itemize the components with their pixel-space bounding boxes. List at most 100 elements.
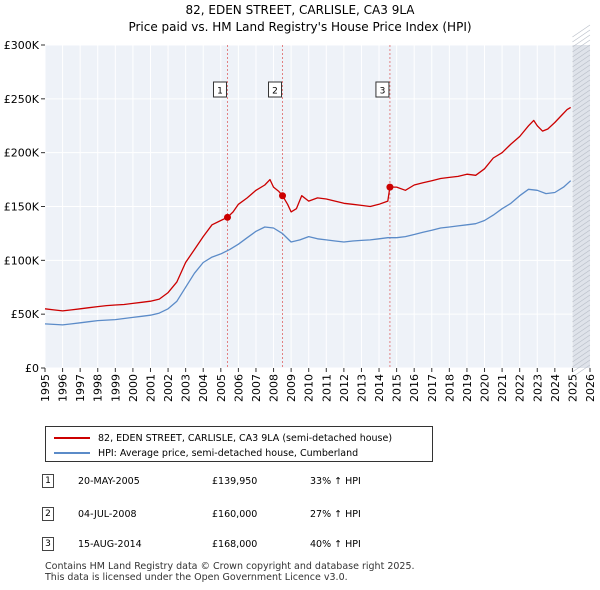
x-tick-label: 1995 (39, 374, 52, 402)
hatch-line (572, 249, 591, 263)
hatch-line (572, 234, 591, 248)
transaction-label-text: 1 (217, 87, 223, 97)
hatch-line (572, 309, 591, 323)
legend: 82, EDEN STREET, CARLISLE, CA3 9LA (semi… (45, 426, 433, 462)
hatch-line (572, 189, 591, 203)
transaction-label-text: 2 (272, 87, 278, 97)
x-tick-label: 2020 (479, 374, 492, 402)
series-line-property (44, 106, 572, 312)
transaction-label-box (212, 81, 227, 98)
hatch-line (572, 229, 591, 243)
series-line-hpi (44, 180, 572, 326)
hatch-line (572, 134, 591, 148)
x-tick-label: 2001 (144, 374, 157, 402)
hatch-line (572, 164, 591, 178)
x-tick-label: 2019 (461, 374, 474, 402)
legend-swatch-hpi (54, 452, 90, 454)
y-tick-label: £300K (4, 39, 40, 52)
series-lines (44, 106, 572, 326)
hatch-line (572, 344, 591, 358)
footer-line-licence: This data is licensed under the Open Gov… (45, 572, 348, 583)
chart-title: 82, EDEN STREET, CARLISLE, CA3 9LA (185, 3, 415, 17)
hatch-line (572, 34, 591, 48)
footer-line-copyright: Contains HM Land Registry data © Crown c… (45, 561, 415, 572)
hatch-line (572, 294, 591, 308)
x-tick-label: 2026 (584, 374, 597, 402)
y-tick-label: £0 (25, 362, 39, 375)
hatch-line (572, 24, 591, 38)
x-tick-label: 2017 (426, 374, 439, 402)
hatch-line (572, 284, 591, 298)
x-tick-label: 2002 (162, 374, 175, 402)
legend-item-property: 82, EDEN STREET, CARLISLE, CA3 9LA (semi… (54, 431, 392, 445)
hatch-line (572, 264, 591, 278)
x-tick-label: 2011 (320, 374, 333, 402)
legend-swatch-property (54, 437, 90, 439)
transaction-label-box (375, 81, 390, 98)
hatch-line (572, 329, 591, 343)
transaction-point (279, 192, 287, 200)
hatch-line (572, 254, 591, 268)
x-tick-label: 1996 (57, 374, 70, 402)
hatch-line (572, 144, 591, 158)
hatch-line (572, 224, 591, 238)
hatch-line (572, 339, 591, 353)
hatch-line (572, 59, 591, 73)
x-tick-label: 2021 (496, 374, 509, 402)
x-tick-label: 2014 (373, 374, 386, 402)
transaction-number: 2 (42, 507, 54, 521)
hatch-line (572, 39, 591, 53)
x-axis-ticks: 1995 1996 1997 1998 1999 2000 2001 2002 2003 2004… (39, 368, 597, 402)
grid-lines (44, 44, 591, 369)
hatch-line (572, 154, 591, 168)
y-tick-label: £50K (11, 308, 40, 321)
y-tick-label: £250K (4, 93, 40, 106)
hatch-line (572, 114, 591, 128)
transaction-date: 20-MAY-2005 (78, 475, 140, 487)
hatch-line (572, 199, 591, 213)
x-tick-label: 2009 (285, 374, 298, 402)
x-tick-label: 2016 (408, 374, 421, 402)
x-tick-label: 2006 (232, 374, 245, 402)
hatch-line (572, 29, 591, 43)
x-tick-label: 2022 (514, 374, 527, 402)
hatch-line (572, 169, 591, 183)
chart-subtitle: Price paid vs. HM Land Registry's House … (128, 20, 471, 34)
hatch-line (572, 174, 591, 188)
x-tick-label: 2018 (443, 374, 456, 402)
y-tick-label: £150K (4, 201, 40, 214)
x-tick-label: 2000 (127, 374, 140, 402)
transaction-price: £168,000 (212, 538, 258, 550)
transaction-hpi-change: 27% ↑ HPI (310, 508, 361, 520)
hatch-line (572, 359, 591, 373)
hatch-line (572, 204, 591, 218)
future-shade-area (572, 45, 590, 368)
hatch-line (572, 69, 591, 83)
hatch-line (572, 289, 591, 303)
hatch-line (572, 279, 591, 293)
x-tick-label: 2024 (549, 374, 562, 402)
hatch-line (572, 219, 591, 233)
transaction-number: 1 (42, 474, 54, 488)
x-tick-label: 2004 (197, 374, 210, 402)
hatch-line (572, 124, 591, 138)
hatch-line (572, 274, 591, 288)
hatch-line (572, 324, 591, 338)
x-tick-label: 1998 (92, 374, 105, 402)
footer-attribution: Contains HM Land Registry data © Crown c… (45, 561, 415, 583)
hatch-line (572, 119, 591, 133)
x-tick-label: 2025 (566, 374, 579, 402)
transaction-labels: 1 2 3 (212, 81, 390, 98)
transaction-date: 04-JUL-2008 (78, 508, 137, 520)
hatch-line (572, 349, 591, 363)
hatch-line (572, 314, 591, 328)
table-row: 2 04-JUL-2008 £160,000 27% ↑ HPI (42, 506, 361, 522)
hatch-line (572, 109, 591, 123)
x-tick-label: 2007 (250, 374, 263, 402)
hatch-line (572, 334, 591, 348)
hatch-line (572, 139, 591, 153)
transaction-hpi-change: 40% ↑ HPI (310, 538, 361, 550)
y-tick-label: £100K (4, 254, 40, 267)
transaction-point (223, 213, 231, 221)
x-tick-label: 2008 (268, 374, 281, 402)
